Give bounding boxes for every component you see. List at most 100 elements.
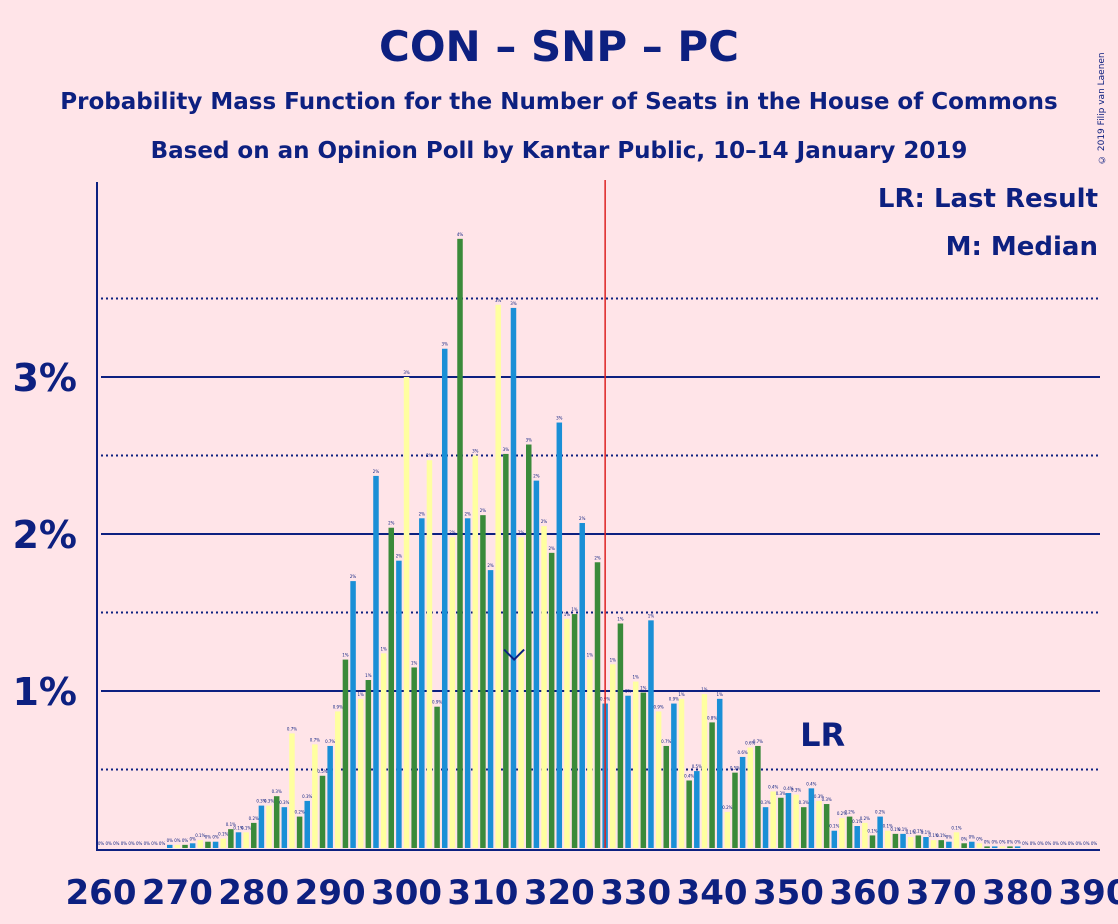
bar-label-261: 0% <box>105 841 112 846</box>
bar-label-383: 0% <box>1037 841 1044 846</box>
bar-seat-361 <box>869 835 876 848</box>
bar-label-289: 0.5% <box>317 769 327 774</box>
bar-label-324: 1% <box>587 653 594 658</box>
bar-label-344: 0.6% <box>738 750 748 755</box>
bar-label-369: 0.1% <box>929 833 939 838</box>
bar-label-381: 0% <box>1022 841 1029 846</box>
bar-label-272: 0% <box>189 836 196 841</box>
bar-label-367: 0.1% <box>913 828 923 833</box>
bar-seat-370 <box>938 840 944 848</box>
bar-seat-340 <box>709 722 715 848</box>
bar-seat-275 <box>212 841 219 848</box>
bar-label-301: 1% <box>411 660 418 665</box>
bar-seat-331 <box>640 692 647 848</box>
bar-seat-360 <box>862 822 868 848</box>
bar-seat-337 <box>686 780 692 848</box>
bar-label-346: 0.7% <box>753 739 763 744</box>
bar-label-310: 2% <box>480 508 487 513</box>
y-tick-label: 3% <box>12 356 77 400</box>
bar-seat-322 <box>571 614 578 848</box>
bar-label-263: 0% <box>121 841 128 846</box>
bar-seat-376 <box>984 846 990 848</box>
bar-label-269: 0% <box>167 838 174 843</box>
bar-label-265: 0% <box>136 841 143 846</box>
bar-seat-343 <box>732 772 738 848</box>
bar-seat-299 <box>396 560 402 848</box>
bar-label-333: 0.9% <box>654 704 664 709</box>
bar-label-325: 2% <box>594 555 601 560</box>
bar-seat-352 <box>800 807 807 848</box>
bar-seat-369 <box>930 840 937 848</box>
bar-label-372: 0.1% <box>951 825 961 830</box>
bar-seat-353 <box>808 788 815 848</box>
bar-seat-273 <box>197 840 204 848</box>
bar-seat-372 <box>953 832 960 848</box>
bar-label-362: 0.2% <box>875 810 885 815</box>
x-tick-label: 320 <box>524 873 595 913</box>
x-tick-label: 270 <box>142 873 213 913</box>
bar-label-273: 0.1% <box>195 833 205 838</box>
bar-label-386: 0% <box>1060 841 1067 846</box>
bar-seat-306 <box>449 537 456 848</box>
x-tick-label: 260 <box>66 873 137 913</box>
bar-label-316: 3% <box>526 438 533 443</box>
bar-seat-300 <box>403 377 410 848</box>
last-result-label: LR <box>800 716 845 754</box>
bar-seat-355 <box>823 804 830 848</box>
bar-label-286: 0.2% <box>295 810 305 815</box>
bar-seat-308 <box>464 518 471 848</box>
bar-label-300: 3% <box>403 370 410 375</box>
bar-seat-297 <box>380 653 387 848</box>
x-tick-label: 370 <box>906 873 977 913</box>
bar-seat-292 <box>342 659 349 848</box>
bar-label-335: 0.9% <box>669 697 679 702</box>
bar-seat-356 <box>831 830 838 848</box>
bar-seat-358 <box>846 816 853 848</box>
bar-seat-325 <box>594 562 601 848</box>
bar-seat-348 <box>770 791 776 848</box>
bar-seat-341 <box>716 698 723 848</box>
bar-seat-276 <box>220 838 226 848</box>
bar-label-297: 1% <box>380 646 387 651</box>
bar-seat-315 <box>518 537 524 848</box>
bar-label-305: 3% <box>442 342 449 347</box>
x-tick-label: 380 <box>982 873 1053 913</box>
bar-label-389: 0% <box>1083 841 1090 846</box>
bar-seat-364 <box>892 833 899 848</box>
bar-label-280: 0.2% <box>249 816 259 821</box>
bar-label-271: 0% <box>182 838 189 843</box>
bar-label-375: 0% <box>976 836 983 841</box>
bar-seat-287 <box>304 800 310 848</box>
bar-seat-271 <box>182 844 188 848</box>
bar-label-314: 3% <box>510 301 517 306</box>
bar-label-322: 1% <box>571 607 578 612</box>
bar-seat-334 <box>663 745 669 848</box>
bar-label-295: 1% <box>365 673 372 678</box>
bar-label-373: 0% <box>961 836 968 841</box>
bar-seat-365 <box>900 833 906 848</box>
bar-seat-316 <box>526 444 532 848</box>
bar-seat-366 <box>907 837 914 848</box>
bar-label-281: 0.3% <box>256 799 266 804</box>
bar-seat-302 <box>419 518 425 848</box>
bar-label-307: 4% <box>457 232 464 237</box>
bar-seat-310 <box>480 515 486 848</box>
bar-seat-329 <box>625 695 631 848</box>
x-tick-label: 360 <box>829 873 900 913</box>
bar-seat-339 <box>701 694 708 848</box>
bar-label-374: 0% <box>969 835 976 840</box>
bar-seat-336 <box>678 698 685 848</box>
bar-label-283: 0.3% <box>272 789 282 794</box>
bar-label-320: 3% <box>556 416 563 421</box>
bar-label-319: 2% <box>548 546 555 551</box>
bar-label-351: 0.3% <box>791 788 801 793</box>
bar-seat-338 <box>694 771 700 848</box>
y-tick-label: 1% <box>12 670 77 714</box>
bar-label-356: 0.1% <box>829 824 839 829</box>
bar-label-303: 2% <box>426 453 433 458</box>
bar-label-274: 0% <box>205 835 212 840</box>
bar-label-380: 0% <box>1014 839 1021 844</box>
bar-seat-294 <box>357 698 364 848</box>
bar-seat-367 <box>915 835 922 848</box>
bar-seat-272 <box>189 843 196 848</box>
